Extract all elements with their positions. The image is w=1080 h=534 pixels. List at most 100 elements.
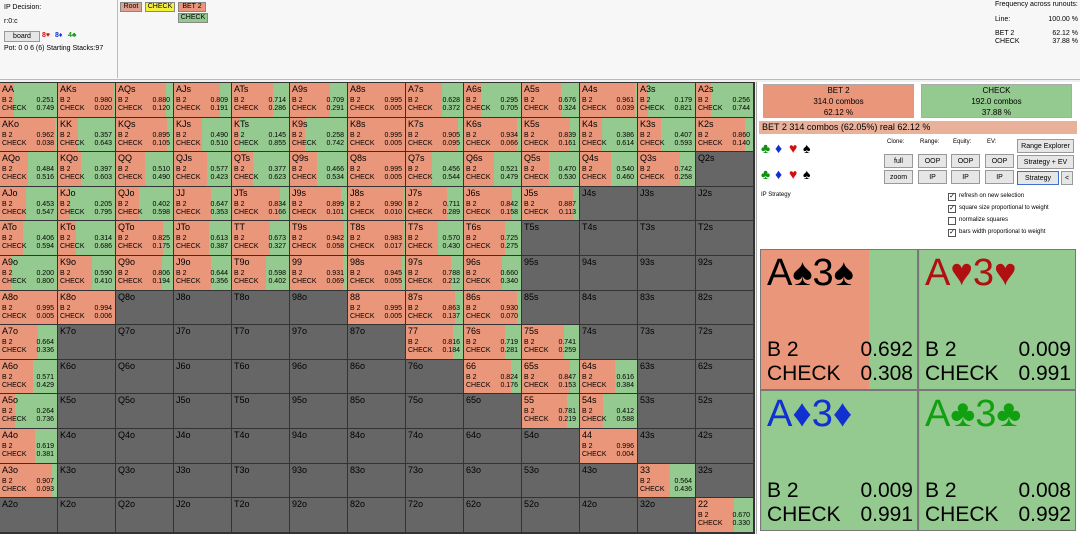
button[interactable]: OOP <box>951 154 980 168</box>
hand-cell[interactable]: 92o <box>290 498 347 532</box>
hand-cell[interactable]: B 2 0.295 CHECK 0.705 A6s <box>464 83 521 117</box>
hand-cell[interactable]: K2o <box>58 498 115 532</box>
combo-cell[interactable]: A♦3♦ B 2 0.009 CHECK 0.991 <box>760 390 918 531</box>
hand-cell[interactable]: 65o <box>464 394 521 428</box>
hand-cell[interactable]: B 2 0.577 CHECK 0.423 QJs <box>174 152 231 186</box>
hand-cell[interactable]: B 2 0.980 CHECK 0.020 AKs <box>58 83 115 117</box>
hand-cell[interactable]: 42o <box>580 498 637 532</box>
hand-cell[interactable]: K5o <box>58 394 115 428</box>
hand-cell[interactable]: B 2 0.781 CHECK 0.219 55 <box>522 394 579 428</box>
hand-cell[interactable]: B 2 0.670 CHECK 0.330 22 <box>696 498 753 532</box>
hand-cell[interactable]: B 2 0.676 CHECK 0.324 A5s <box>522 83 579 117</box>
tree-node[interactable]: CHECK <box>145 2 175 12</box>
hand-cell[interactable]: B 2 0.741 CHECK 0.259 75s <box>522 325 579 359</box>
hand-cell[interactable]: B 2 0.880 CHECK 0.120 AQs <box>116 83 173 117</box>
hand-cell[interactable]: B 2 0.887 CHECK 0.113 J5s <box>522 186 579 221</box>
hand-cell[interactable]: 43s <box>638 429 695 463</box>
hand-cell[interactable]: T2s <box>696 221 753 255</box>
hand-cell[interactable]: B 2 0.711 CHECK 0.289 J7s <box>406 186 463 221</box>
hand-cell[interactable]: B 2 0.660 CHECK 0.340 96s <box>464 256 521 290</box>
hand-cell[interactable]: 52s <box>696 394 753 428</box>
hand-cell[interactable]: Q6o <box>116 359 173 394</box>
hand-cell[interactable]: 42s <box>696 429 753 463</box>
hand-cell[interactable]: T4s <box>580 221 637 255</box>
hand-cell[interactable]: B 2 0.357 CHECK 0.643 KK <box>58 117 115 152</box>
hand-cell[interactable]: 84o <box>348 429 405 463</box>
hand-cell[interactable]: B 2 0.709 CHECK 0.291 A9s <box>290 83 347 117</box>
hand-cell[interactable]: 87o <box>348 325 405 359</box>
hand-cell[interactable]: 54o <box>522 429 579 463</box>
hand-cell[interactable]: 73s <box>638 325 695 359</box>
hand-cell[interactable]: 93s <box>638 256 695 290</box>
hand-cell[interactable]: B 2 0.714 CHECK 0.286 ATs <box>232 83 289 117</box>
hand-cell[interactable]: Q3o <box>116 463 173 498</box>
hand-cell[interactable]: T5o <box>232 394 289 428</box>
hand-cell[interactable]: B 2 0.412 CHECK 0.588 54s <box>580 394 637 428</box>
checkbox[interactable]: ✓ <box>948 193 956 201</box>
checkbox[interactable]: ✓ <box>948 229 956 237</box>
hand-cell[interactable]: 43o <box>580 463 637 498</box>
hand-cell[interactable]: J3s <box>638 186 695 221</box>
hand-cell[interactable]: 92s <box>696 256 753 290</box>
hand-cell[interactable]: 85o <box>348 394 405 428</box>
hand-cell[interactable]: T8o <box>232 290 289 325</box>
hand-cell[interactable]: B 2 0.990 CHECK 0.010 J8s <box>348 186 405 221</box>
suit-filter[interactable]: ♠ <box>803 140 811 156</box>
hand-cell[interactable]: B 2 0.484 CHECK 0.516 AQo <box>0 152 57 186</box>
hand-cell[interactable]: B 2 0.995 CHECK 0.005 K8s <box>348 117 405 152</box>
hand-cell[interactable]: B 2 0.377 CHECK 0.623 QTs <box>232 152 289 186</box>
suit-filter[interactable]: ♣ <box>761 140 771 156</box>
hand-cell[interactable]: T4o <box>232 429 289 463</box>
hand-cell[interactable]: B 2 0.931 CHECK 0.069 99 <box>290 256 347 290</box>
hand-cell[interactable]: B 2 0.628 CHECK 0.372 A7s <box>406 83 463 117</box>
hand-cell[interactable]: K4o <box>58 429 115 463</box>
hand-cell[interactable]: B 2 0.825 CHECK 0.175 QTo <box>116 221 173 255</box>
hand-cell[interactable]: B 2 0.994 CHECK 0.006 K8o <box>58 290 115 325</box>
hand-cell[interactable]: K6o <box>58 359 115 394</box>
hand-cell[interactable]: 97o <box>290 325 347 359</box>
hand-cell[interactable]: B 2 0.402 CHECK 0.598 QJo <box>116 186 173 221</box>
button[interactable]: IP <box>951 170 980 184</box>
hand-cell[interactable]: B 2 0.453 CHECK 0.547 AJo <box>0 186 57 221</box>
hand-cell[interactable]: 62o <box>464 498 521 532</box>
suit-filter[interactable]: ♣ <box>761 166 771 182</box>
hand-cell[interactable]: J5o <box>174 394 231 428</box>
button[interactable]: Strategy + EV <box>1017 155 1074 169</box>
hand-cell[interactable]: T7o <box>232 325 289 359</box>
hand-cell[interactable]: B 2 0.397 CHECK 0.603 KQo <box>58 152 115 186</box>
hand-cell[interactable]: B 2 0.490 CHECK 0.510 KJs <box>174 117 231 152</box>
hand-cell[interactable]: B 2 0.407 CHECK 0.593 K3s <box>638 117 695 152</box>
hand-cell[interactable]: B 2 0.205 CHECK 0.795 KJo <box>58 186 115 221</box>
hand-cell[interactable]: J7o <box>174 325 231 359</box>
hand-cell[interactable]: B 2 0.647 CHECK 0.353 JJ <box>174 186 231 221</box>
hand-cell[interactable]: B 2 0.521 CHECK 0.479 Q6s <box>464 152 521 186</box>
hand-cell[interactable]: B 2 0.742 CHECK 0.258 Q3s <box>638 152 695 186</box>
tree-node[interactable]: Root <box>120 2 142 12</box>
hand-cell[interactable]: Q2o <box>116 498 173 532</box>
hand-cell[interactable]: 75o <box>406 394 463 428</box>
hand-cell[interactable]: B 2 0.466 CHECK 0.534 Q9s <box>290 152 347 186</box>
hand-cell[interactable]: B 2 0.945 CHECK 0.055 98s <box>348 256 405 290</box>
hand-cell[interactable]: B 2 0.809 CHECK 0.191 AJs <box>174 83 231 117</box>
combo-cell[interactable]: A♣3♣ B 2 0.008 CHECK 0.992 <box>918 390 1076 531</box>
hand-cell[interactable]: B 2 0.895 CHECK 0.105 KQs <box>116 117 173 152</box>
hand-cell[interactable]: 85s <box>522 290 579 325</box>
hand-cell[interactable]: 63s <box>638 359 695 394</box>
hand-cell[interactable]: B 2 0.564 CHECK 0.436 33 <box>638 463 695 498</box>
hand-cell[interactable]: 96o <box>290 359 347 394</box>
hand-cell[interactable]: B 2 0.834 CHECK 0.166 JTs <box>232 186 289 221</box>
hand-cell[interactable]: J2s <box>696 186 753 221</box>
suit-filter[interactable]: ♦ <box>775 166 783 182</box>
hand-cell[interactable]: 82s <box>696 290 753 325</box>
suit-filter[interactable]: ♦ <box>775 140 783 156</box>
button[interactable]: OOP <box>918 154 947 168</box>
hand-cell[interactable]: 32s <box>696 463 753 498</box>
hand-cell[interactable]: J2o <box>174 498 231 532</box>
hand-cell[interactable]: 93o <box>290 463 347 498</box>
hand-cell[interactable]: 62s <box>696 359 753 394</box>
hand-cell[interactable]: B 2 0.598 CHECK 0.402 T9o <box>232 256 289 290</box>
hand-cell[interactable]: B 2 0.456 CHECK 0.544 Q7s <box>406 152 463 186</box>
hand-cell[interactable]: B 2 0.470 CHECK 0.530 Q5s <box>522 152 579 186</box>
hand-cell[interactable]: B 2 0.256 CHECK 0.744 A2s <box>696 83 753 117</box>
hand-cell[interactable]: B 2 0.406 CHECK 0.594 ATo <box>0 221 57 255</box>
